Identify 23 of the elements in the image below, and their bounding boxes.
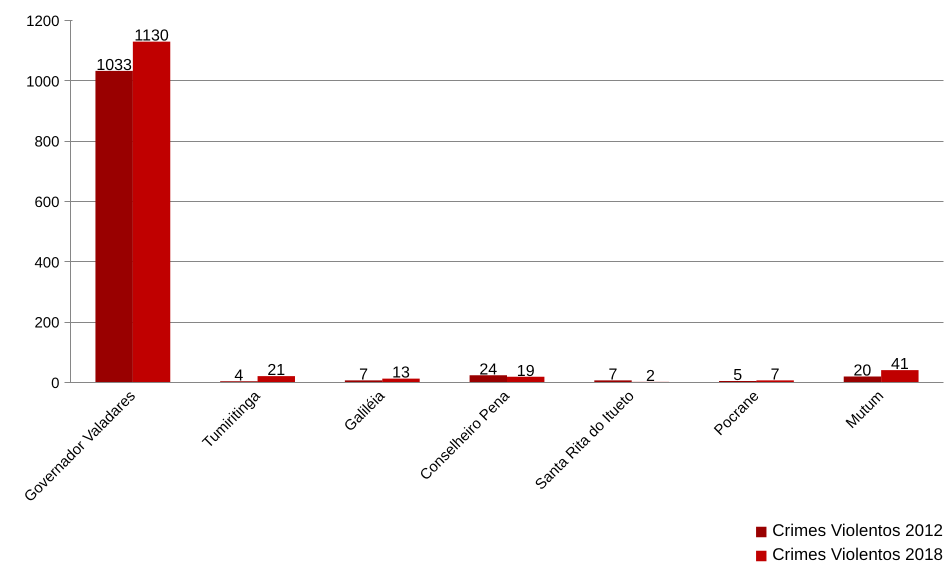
data-label: 1033 xyxy=(96,56,132,74)
data-label: 20 xyxy=(854,362,872,380)
data-label: 41 xyxy=(890,356,909,374)
data-label: 21 xyxy=(267,362,286,380)
y-tick-label: 1200 xyxy=(26,13,60,30)
data-label: 4 xyxy=(234,367,244,384)
data-label: 1130 xyxy=(134,28,169,45)
data-label: 19 xyxy=(516,362,535,380)
data-label: 13 xyxy=(392,364,410,382)
y-tick-label: 400 xyxy=(34,254,60,272)
legend-label: Crimes Violentos 2018 xyxy=(772,545,943,565)
y-tick-label: 800 xyxy=(34,134,60,151)
data-label: 7 xyxy=(608,366,618,384)
data-label: 7 xyxy=(770,366,780,384)
y-tick-label: 600 xyxy=(34,194,60,211)
y-tick-label: 200 xyxy=(34,314,60,332)
y-tick-label: 0 xyxy=(51,375,60,392)
data-label: 24 xyxy=(479,361,498,378)
data-label: 7 xyxy=(359,366,368,384)
data-label: 5 xyxy=(733,366,742,384)
legend-label: Crimes Violentos 2012 xyxy=(772,521,943,541)
y-tick-label: 1000 xyxy=(26,73,60,90)
data-label: 2 xyxy=(646,368,655,385)
